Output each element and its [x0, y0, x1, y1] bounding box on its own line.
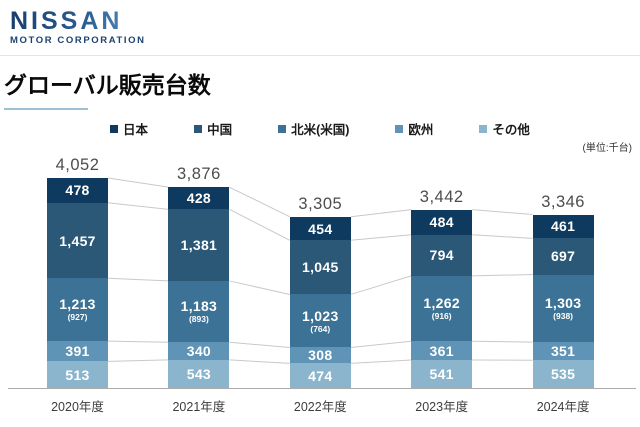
legend-swatch-icon [110, 124, 119, 133]
unit-note: (単位:千台) [582, 143, 632, 154]
page-title: グローバル販売台数 [4, 72, 211, 98]
legend-swatch-icon [278, 124, 287, 133]
bar-segment: 794 [411, 234, 473, 276]
segment-value: 1,303 [544, 295, 582, 312]
bar-total-label: 3,346 [541, 192, 585, 211]
segment-sub-value: (927) [67, 312, 88, 323]
bar-segment: 428 [168, 187, 230, 210]
x-axis-label: 2021年度 [172, 400, 226, 414]
bar-segment: 461 [532, 214, 594, 239]
bar-segment: 1,262 (916) [411, 275, 473, 342]
nissan-logo-subtitle: MOTOR CORPORATION [10, 35, 146, 47]
bar-segment: 474 [289, 363, 351, 388]
bar-segment: 541 [411, 359, 473, 388]
chart-legend: 日本 中国 北米(米国) 欧州 その他 [0, 119, 640, 138]
bar-segment: 1,457 [47, 202, 108, 279]
segment-value: 428 [186, 190, 212, 207]
segment-value: 535 [550, 366, 576, 383]
x-axis-label: 2023年度 [415, 400, 469, 414]
segment-value: 308 [308, 347, 333, 364]
segment-sub-value: (938) [553, 311, 574, 322]
bar-segment: 1,183 (893) [168, 280, 230, 343]
bar-segment: 535 [532, 360, 594, 388]
legend-item: 日本 [110, 119, 148, 138]
x-axis-label: 2024年度 [536, 400, 590, 414]
x-axis-label: 2020年度 [51, 400, 104, 414]
x-axis-label: 2022年度 [293, 400, 347, 414]
bar-segment: 484 [411, 209, 473, 235]
segment-sub-value: (916) [431, 311, 452, 322]
bar-total-label: 4,052 [55, 156, 100, 174]
segment-value: 391 [65, 343, 90, 360]
title-underline [4, 108, 88, 110]
segment-value: 461 [550, 218, 576, 235]
segment-value: 1,045 [302, 259, 339, 276]
legend-item: 中国 [194, 119, 232, 138]
bar-segment: 454 [289, 216, 351, 241]
legend-item: 欧州 [395, 119, 433, 138]
bar-segment: 1,381 [168, 209, 230, 281]
bar-segment: 361 [411, 341, 473, 360]
segment-value: 1,183 [180, 298, 218, 315]
header-divider [0, 55, 640, 56]
segment-value: 794 [429, 247, 454, 264]
segment-sub-value: (893) [188, 314, 209, 325]
bar-segment: 478 [47, 178, 108, 203]
bar-segment: 340 [168, 342, 230, 360]
legend-label: その他 [492, 123, 530, 137]
bar-total-label: 3,305 [298, 194, 343, 213]
bar-segment: 1,045 [289, 240, 351, 295]
bar-segment: 391 [47, 341, 108, 362]
segment-value: 361 [429, 342, 454, 359]
segment-value: 1,213 [59, 296, 96, 313]
legend-label: 日本 [123, 123, 149, 137]
segment-value: 340 [186, 343, 212, 360]
legend-label: 北米(米国) [291, 123, 350, 137]
legend-swatch-icon [194, 124, 203, 133]
bar-total-label: 3,876 [176, 165, 221, 184]
segment-value: 541 [429, 365, 454, 382]
legend-swatch-icon [395, 124, 404, 133]
segment-value: 1,023 [302, 307, 339, 324]
legend-swatch-icon [479, 124, 488, 133]
bar-segment: 1,303 (938) [532, 274, 594, 343]
segment-value: 697 [550, 248, 576, 265]
segment-value: 513 [65, 366, 90, 383]
segment-sub-value: (764) [310, 323, 331, 334]
segment-value: 454 [308, 220, 333, 237]
segment-value: 351 [550, 343, 576, 360]
bar-segment: 1,023 (764) [289, 294, 351, 348]
segment-value: 484 [429, 214, 454, 231]
bar-segment: 513 [47, 361, 108, 388]
bar-segment: 351 [532, 342, 594, 361]
segment-value: 1,457 [59, 232, 96, 249]
legend-label: 中国 [207, 123, 233, 137]
segment-value: 1,381 [180, 237, 218, 254]
legend-item: 北米(米国) [278, 119, 349, 138]
segment-value: 543 [186, 365, 212, 382]
nissan-logo: NISSAN MOTOR CORPORATION [10, 8, 146, 47]
nissan-logo-wordmark: NISSAN [10, 8, 146, 35]
segment-value: 1,262 [423, 295, 460, 312]
legend-item: その他 [479, 119, 530, 138]
bar-segment: 308 [289, 347, 351, 364]
legend-label: 欧州 [408, 123, 434, 137]
segment-value: 478 [65, 182, 90, 199]
segment-value: 474 [308, 367, 333, 384]
x-axis-baseline [8, 388, 636, 389]
bar-segment: 1,213 (927) [47, 278, 108, 342]
bar-segment: 697 [532, 238, 594, 275]
bar-total-label: 3,442 [419, 187, 464, 206]
bar-segment: 543 [168, 359, 230, 388]
